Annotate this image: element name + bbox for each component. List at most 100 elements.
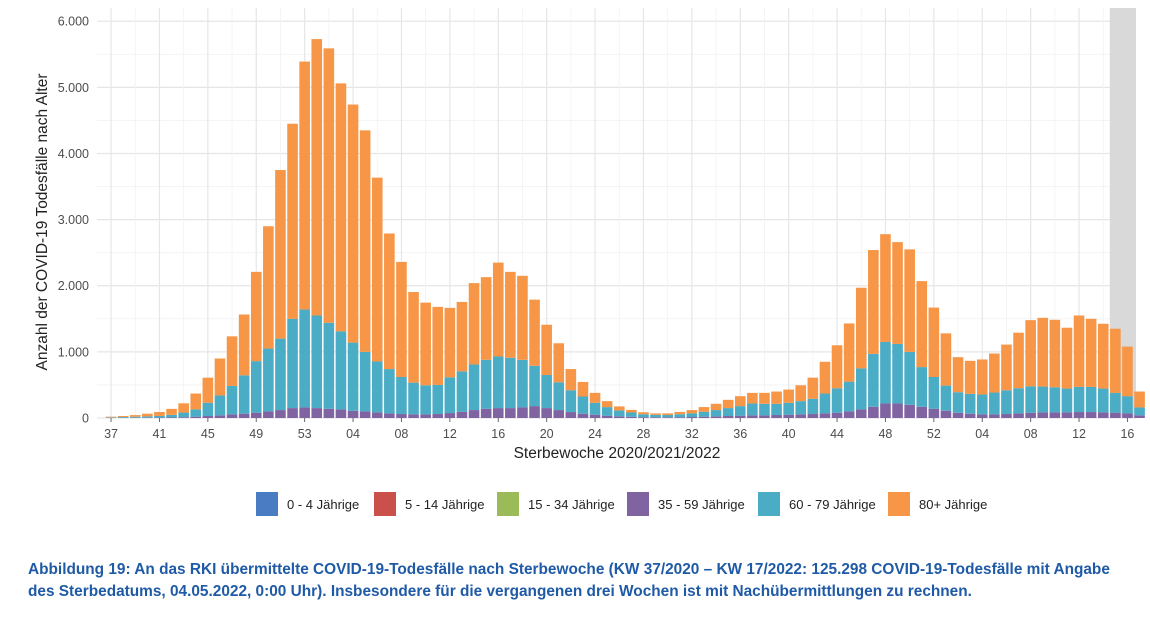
- bar-segment: [638, 412, 649, 415]
- bar-segment: [226, 385, 238, 415]
- bar-segment: [275, 410, 286, 418]
- bar-segment: [674, 411, 686, 415]
- bar-segment: [831, 345, 843, 389]
- y-axis-ticks: 0 1.000 2.000 3.000 4.000 5.000 6.000: [58, 15, 89, 426]
- bar-segment: [1134, 415, 1145, 418]
- x-tick-label: 40: [782, 427, 796, 441]
- bar-segment: [613, 410, 625, 417]
- bar-segment: [916, 406, 928, 418]
- bar-segment: [529, 406, 540, 418]
- bar-segment: [964, 413, 976, 418]
- bar-segment: [710, 410, 722, 417]
- bar-segment: [1073, 386, 1085, 413]
- bar-segment: [843, 381, 855, 412]
- bar-segment: [1061, 327, 1073, 389]
- bar-segment: [396, 377, 407, 415]
- bar-segment: [904, 351, 915, 405]
- bar-segment: [323, 48, 335, 323]
- bar-segment: [263, 226, 274, 349]
- bar-segment: [831, 388, 843, 413]
- bar-segment: [541, 324, 552, 376]
- bar-segment: [420, 385, 431, 415]
- bar-segment: [1025, 412, 1036, 418]
- bar-segment: [142, 413, 153, 417]
- bar-segment: [384, 413, 395, 418]
- bar-segment: [855, 409, 867, 418]
- bar-segment: [613, 406, 625, 411]
- bar-segment: [347, 410, 359, 418]
- bar-segment: [263, 411, 274, 418]
- bar-segment: [1001, 390, 1012, 415]
- bar-segment: [323, 408, 335, 418]
- bar-segment: [1013, 332, 1024, 389]
- bar-segment: [553, 410, 565, 418]
- bar-segment: [940, 333, 952, 386]
- bar-segment: [299, 61, 310, 310]
- bar-segment: [747, 415, 758, 418]
- bar-segment: [662, 415, 673, 418]
- bar-segment: [565, 369, 577, 391]
- bar-segment: [662, 413, 673, 416]
- bar-segment: [359, 351, 371, 412]
- bar-segment: [444, 413, 456, 418]
- bar-segment: [432, 384, 444, 415]
- legend-swatch: [256, 492, 278, 516]
- bar-segment: [250, 361, 262, 413]
- y-tick-label: 1.000: [58, 345, 89, 359]
- x-tick-label: 52: [927, 427, 941, 441]
- bar-segment: [589, 392, 601, 403]
- bar-segment: [952, 357, 964, 393]
- bars: [105, 39, 1145, 418]
- bar-segment: [638, 414, 649, 418]
- bar-segment: [517, 275, 528, 360]
- x-tick-label: 16: [491, 427, 505, 441]
- bar-segment: [613, 416, 625, 418]
- x-tick-label: 28: [636, 427, 650, 441]
- bar-segment: [989, 353, 1000, 393]
- y-tick-label: 6.000: [58, 15, 89, 29]
- bar-segment: [783, 402, 794, 415]
- bar-segment: [359, 130, 371, 352]
- bar-segment: [589, 402, 601, 415]
- bar-segment: [117, 416, 129, 418]
- bar-segment: [771, 403, 782, 416]
- bar-segment: [831, 412, 843, 418]
- bar-segment: [892, 242, 903, 344]
- bar-segment: [408, 292, 419, 383]
- bar-segment: [904, 249, 915, 352]
- bar-segment: [880, 341, 891, 404]
- bar-segment: [1134, 391, 1145, 408]
- bar-segment: [1037, 317, 1049, 387]
- bar-segment: [650, 413, 661, 415]
- bar-segment: [299, 309, 310, 408]
- bar-segment: [698, 407, 710, 412]
- x-tick-label: 44: [830, 427, 844, 441]
- bar-segment: [626, 412, 637, 417]
- figure-caption: Abbildung 19: An das RKI übermittelte CO…: [28, 561, 1110, 600]
- bar-segment: [904, 404, 915, 418]
- bar-segment: [1097, 388, 1109, 413]
- bar-segment: [952, 412, 964, 418]
- bar-segment: [577, 396, 589, 414]
- bar-segment: [371, 412, 383, 418]
- legend-label: 5 - 14 Jährige: [405, 497, 485, 512]
- bar-segment: [759, 392, 770, 404]
- bar-segment: [1037, 412, 1049, 418]
- bar-segment: [868, 250, 879, 354]
- bar-segment: [795, 385, 807, 402]
- bar-segment: [638, 417, 649, 418]
- bar-segment: [154, 415, 165, 418]
- y-tick-label: 2.000: [58, 279, 89, 293]
- bar-segment: [819, 361, 831, 394]
- bar-segment: [117, 417, 129, 418]
- bar-segment: [662, 417, 673, 418]
- bar-segment: [202, 402, 214, 417]
- bar-segment: [129, 416, 141, 418]
- bar-segment: [976, 414, 988, 418]
- bar-segment: [650, 417, 661, 418]
- x-tick-label: 08: [1024, 427, 1038, 441]
- bar-segment: [468, 364, 480, 411]
- bar-segment: [335, 331, 347, 410]
- bar-segment: [359, 411, 371, 418]
- bar-segment: [880, 234, 891, 342]
